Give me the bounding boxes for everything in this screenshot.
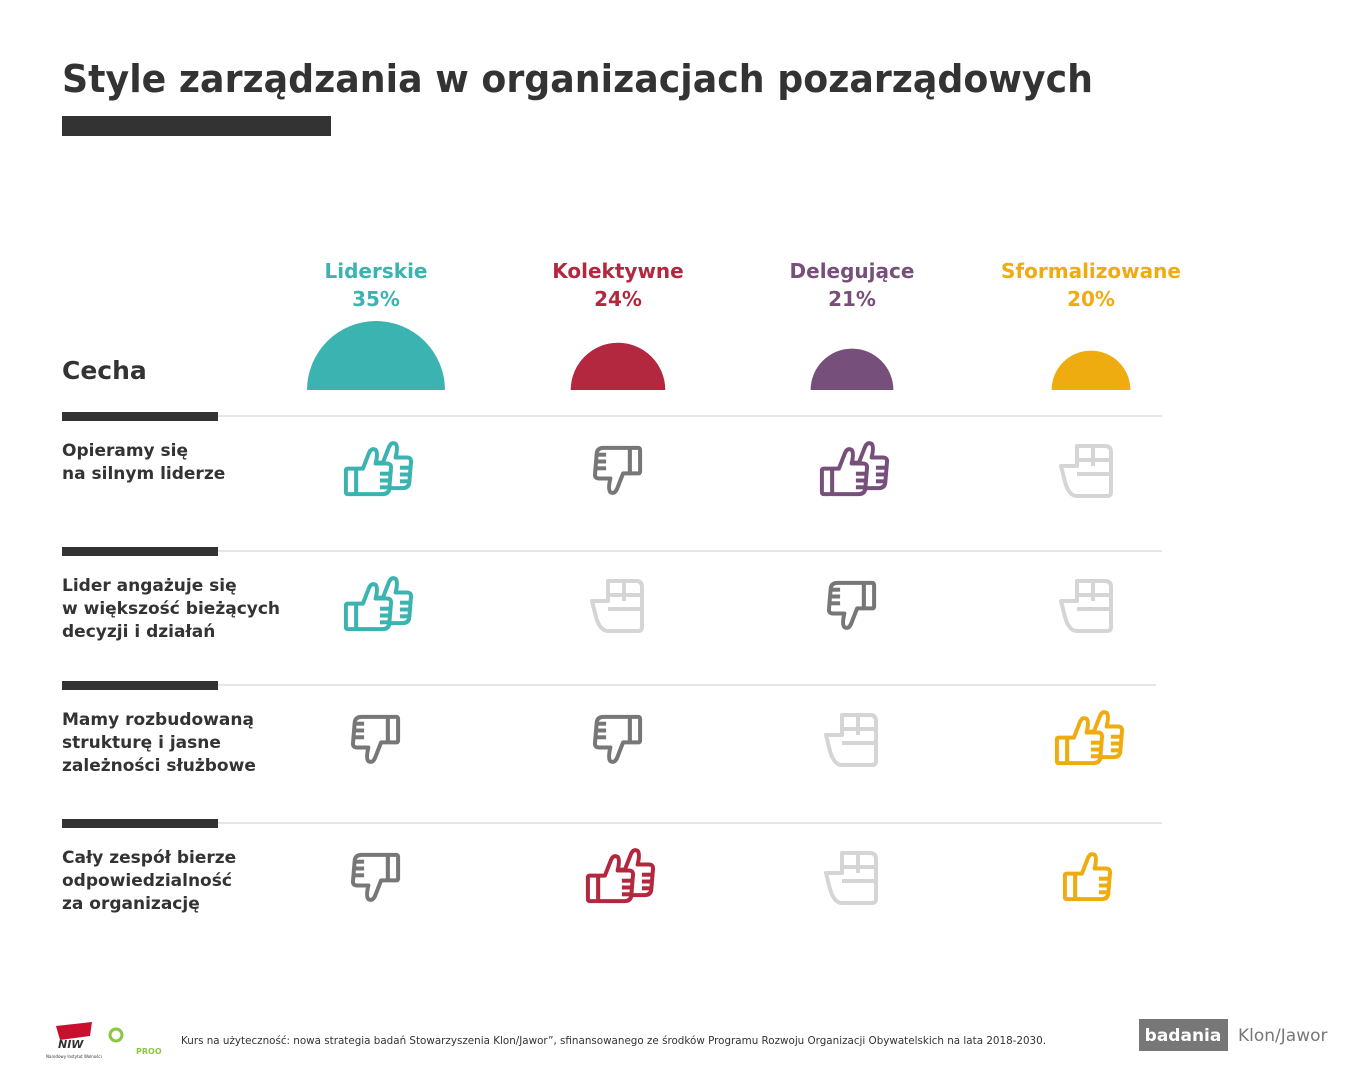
klon-label: Klon/Jawor: [1238, 1026, 1328, 1046]
thumb-hand: [354, 582, 394, 632]
thumb: [592, 714, 643, 764]
thumb-hand: [596, 854, 636, 904]
niw-logo: NIW Narodowy Instytut Wolności: [46, 1022, 102, 1059]
icon-up2: [585, 848, 656, 904]
thumb: [819, 447, 870, 497]
icon-neutral: [1059, 444, 1113, 498]
thumb-hand: [826, 580, 866, 630]
row-bar: [62, 819, 218, 828]
style-value-label: 35%: [352, 287, 400, 311]
thumb-hand: [350, 852, 390, 902]
semicircle: [307, 321, 445, 390]
row-label: zależności służbowe: [62, 756, 256, 776]
icon-down: [826, 580, 877, 630]
thumb-cuff: [1062, 871, 1078, 902]
thumb-cuff: [819, 466, 835, 497]
style-value-label: 21%: [828, 287, 876, 311]
thumb: [343, 447, 394, 497]
proo-label: PROO: [136, 1047, 162, 1056]
thumb-hand: [1073, 852, 1113, 902]
semicircle: [810, 348, 894, 390]
row-label: Lider angażuje się: [62, 576, 237, 596]
row-label: odpowiedzialność: [62, 871, 232, 891]
thumb: [1054, 716, 1105, 766]
row-bar: [62, 412, 218, 421]
icon-down: [350, 852, 401, 902]
icon-up2: [819, 441, 890, 497]
title-underline: [62, 116, 331, 136]
row-label: Opieramy się: [62, 441, 188, 461]
thumb-cuff: [385, 852, 401, 883]
row-label: Mamy rozbudowaną: [62, 710, 254, 730]
icon-up2: [1054, 710, 1125, 766]
semicircle: [570, 342, 666, 390]
style-name: Liderskie: [325, 259, 428, 283]
row-label: Cały zespół bierze: [62, 848, 236, 868]
thumb-cuff: [343, 601, 359, 632]
icon-up2: [343, 576, 414, 632]
thumb-hand: [592, 445, 632, 495]
thumb-hand: [1065, 716, 1105, 766]
thumb-cuff: [627, 714, 643, 745]
niw-flag: [56, 1022, 92, 1040]
thumb: [350, 852, 401, 902]
proo-icon: [108, 1027, 124, 1043]
row-label: decyzji i działań: [62, 622, 215, 642]
thumb-hand: [592, 714, 632, 764]
thumb-cuff: [585, 873, 601, 904]
thumb-cuff: [627, 445, 643, 476]
icon-up1: [1062, 852, 1113, 902]
thumb-cuff: [343, 466, 359, 497]
thumb-cuff: [1054, 735, 1070, 766]
style-value-label: 24%: [594, 287, 642, 311]
icon-down: [592, 445, 643, 495]
thumb: [343, 582, 394, 632]
title: Style zarządzania w organizacjach pozarz…: [62, 57, 1093, 101]
thumb-cuff: [385, 714, 401, 745]
icon-neutral: [824, 851, 878, 905]
row-bar: [62, 547, 218, 556]
icon-down: [592, 714, 643, 764]
row-label: za organizację: [62, 894, 200, 914]
niw-name: Narodowy Instytut Wolności: [46, 1054, 102, 1059]
thumb: [592, 445, 643, 495]
style-name: Kolektywne: [552, 259, 683, 283]
row-label: strukturę i jasne: [62, 733, 221, 753]
style-value-label: 20%: [1067, 287, 1115, 311]
thumb-hand: [354, 447, 394, 497]
thumb-cuff: [861, 580, 877, 611]
semicircle: [1051, 350, 1131, 390]
thumb: [350, 714, 401, 764]
icon-neutral: [1059, 579, 1113, 633]
row-label: na silnym liderze: [62, 464, 225, 484]
thumb: [585, 854, 636, 904]
style-name: Sformalizowane: [1001, 259, 1181, 283]
style-name: Delegujące: [790, 259, 915, 283]
icon-down: [350, 714, 401, 764]
badania-box: [1139, 1019, 1228, 1051]
badania-label: badania: [1145, 1026, 1222, 1046]
footer-note: Kurs na użyteczność: nowa strategia bada…: [181, 1035, 1046, 1047]
thumb-hand: [830, 447, 870, 497]
icon-up2: [343, 441, 414, 497]
proo-logo: PROO: [108, 1027, 162, 1056]
thumb: [826, 580, 877, 630]
thumb: [1062, 852, 1113, 902]
row-label: w większość bieżących: [62, 599, 280, 619]
icon-neutral: [590, 579, 644, 633]
feature-header: Cecha: [62, 356, 147, 385]
thumb-hand: [350, 714, 390, 764]
icon-neutral: [824, 713, 878, 767]
row-bar: [62, 681, 218, 690]
niw-label: NIW: [58, 1038, 84, 1051]
